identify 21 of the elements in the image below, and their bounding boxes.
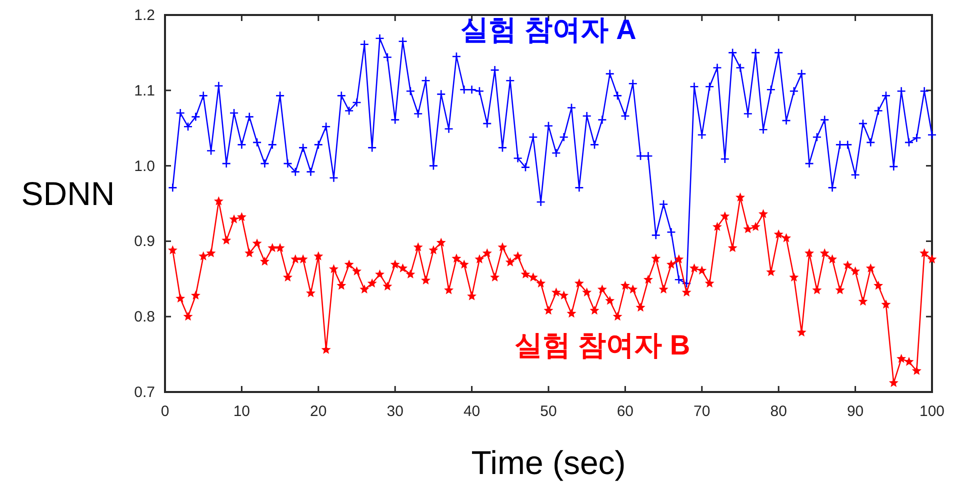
x-tick-label: 30	[386, 403, 404, 420]
x-axis-title: Time (sec)	[471, 444, 626, 481]
x-tick-label: 50	[540, 403, 557, 420]
x-tick-label: 20	[310, 403, 327, 420]
x-tick-label: 60	[616, 403, 634, 420]
y-tick-label: 0.9	[134, 233, 155, 250]
x-tick-label: 80	[770, 403, 787, 420]
x-tick-label: 100	[919, 403, 945, 420]
y-tick-label: 1.0	[134, 158, 155, 175]
y-axis-title: SDNN	[21, 175, 115, 212]
series-label: 실험 참여자 B	[514, 329, 690, 360]
y-tick-label: 1.2	[134, 7, 155, 24]
x-tick-label: 70	[694, 403, 710, 420]
y-tick-label: 0.8	[134, 308, 155, 326]
x-tick-label: 40	[463, 403, 480, 420]
x-tick-label: 0	[160, 403, 170, 420]
y-tick-label: 1.1	[134, 82, 155, 100]
y-tick-label: 0.7	[134, 384, 155, 401]
series-label: 실험 참여자 A	[460, 14, 636, 46]
x-tick-label: 90	[846, 403, 864, 420]
x-tick-label: 10	[233, 403, 250, 420]
